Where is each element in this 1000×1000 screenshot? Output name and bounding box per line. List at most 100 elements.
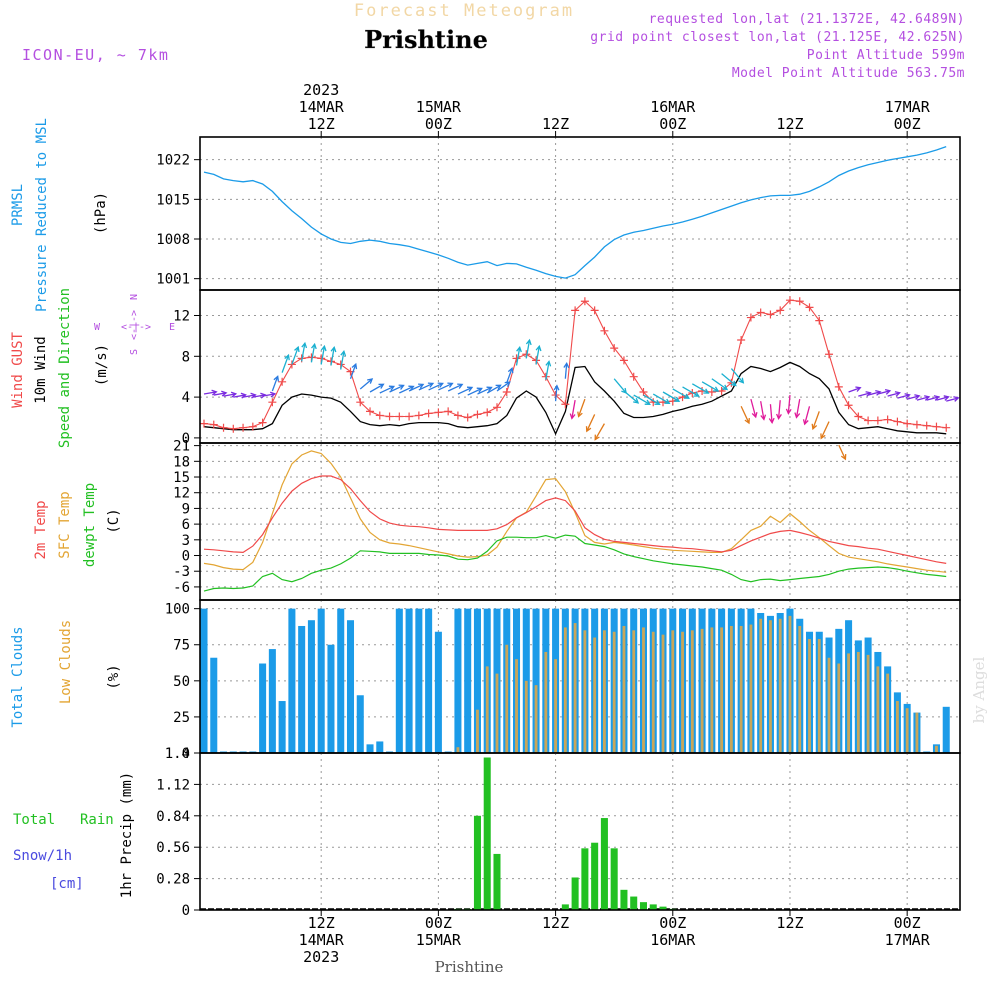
compass-west: W [94,322,101,333]
snow-unit-label: [cm] [50,876,84,892]
wind-arrow-shaft [848,387,861,393]
gust-marker [600,326,609,335]
wind-arrow-shaft [203,391,217,395]
total-cloud-bar [356,695,364,753]
gust-marker [922,421,931,430]
wind-arrow-head [673,396,681,402]
low-cloud-bar [583,630,587,753]
low-cloud-bar [759,618,763,753]
total-cloud-bar [376,741,384,753]
wind-arrow-head [569,413,576,420]
low-cloud-bar [495,673,499,753]
wind-arrow-head [398,384,405,390]
low-cloud-bar [690,630,694,753]
bottom-axis-label: 00Z [659,914,686,932]
tsfc-label: SFC Temp [57,491,73,558]
wind-arrow-head [476,387,483,393]
low-cloud-bar [749,624,753,753]
gust-marker [580,297,589,306]
wind-arrow-shaft [506,368,513,384]
gust-marker [912,420,921,429]
bottom-axis-label: 16MAR [650,931,696,949]
total-cloud-bar [288,608,296,753]
wind-arrow-shaft [262,393,276,397]
y-tick-label: 0.56 [156,840,190,856]
wind-arrow-head [820,433,826,440]
wind-arrow-shaft [457,386,473,395]
total-cloud-bar [337,608,345,753]
wind-arrow-shaft [477,386,492,395]
gust-marker [893,417,902,426]
prmsl-label: PRMSL [10,184,26,226]
gust-marker [639,388,648,396]
compass-east: E [169,322,175,333]
total-cloud-bar [346,620,355,753]
footer-location: Prishtine [435,958,504,976]
gust-marker [385,412,394,421]
y-tick-label: 0 [182,549,190,565]
low-cloud-bar [544,651,548,753]
gust-marker [629,372,638,381]
total-cloud-bar [532,608,540,753]
wind-arrow-shaft [301,343,306,362]
low-cloud-bar [563,627,567,753]
wind-panel: 0 4 8 12 [173,289,961,461]
rain-bar [630,896,638,910]
wind-arrow-shaft [613,378,627,394]
wind-arrow-shaft [858,392,871,397]
rain-bar [591,842,599,910]
wind-arrow-head [447,382,454,388]
y-tick-label: 12 [173,486,190,502]
wind-arrow-shaft [586,414,596,432]
wind-arrow-shaft [281,355,290,373]
compass-south: S [129,349,140,355]
y-tick-label: 15 [173,470,190,486]
gust-marker [785,296,794,305]
gust-marker [707,388,716,396]
temp-unit-label: (C) [106,508,122,533]
wind-arrow-shaft [496,381,511,392]
wind-arrow-head [577,411,583,418]
low-cloud-bar [798,625,802,753]
top-axis-label: 2023 [303,81,339,99]
gust-marker [942,423,951,432]
gust-marker [727,378,736,387]
gust-marker [610,344,619,353]
wind-arrow-shaft [271,376,279,392]
gust-marker [825,350,834,359]
y-tick-label: 0.84 [156,809,190,825]
total-cloud-bar [942,706,950,753]
wind-10m-label: 10m Wind [33,336,49,403]
wind-arrow-shaft [926,396,939,401]
top-axis-label: 00Z [894,115,921,133]
wind-arrow-head [466,386,474,392]
low-cloud-bar [505,644,509,753]
y-tick-label: -3 [173,564,190,580]
low-cloud-bar [476,709,479,753]
wind-arrow-shaft [408,383,424,392]
wind-arrow-head [768,417,775,425]
y-tick-label: 1.4 [165,746,190,762]
gust-marker [834,382,843,391]
top-axis-label: 12Z [308,115,335,133]
wind-arrow-head [884,388,892,395]
wind-arrow-head [367,378,374,384]
gust-marker [746,313,755,322]
gust-marker [366,407,375,416]
low-cloud-bar [808,638,811,753]
wind-arrow-head [301,341,308,349]
wind-arrow-head [914,394,921,400]
total-cloud-bar [200,608,208,753]
wind-arrow-head [785,408,792,415]
low-cloud-bar [700,628,704,753]
temperature-panel-labels: 2m Temp SFC Temp dewpt Temp (C) [33,483,122,567]
low-cloud-bar [935,745,938,753]
wind-arrow-head [904,393,911,399]
wind-arrow-head [408,385,415,391]
total-cloud-bar [454,608,462,753]
grid-point-coordinates: grid point closest lon,lat (21.125E, 42.… [590,30,965,45]
